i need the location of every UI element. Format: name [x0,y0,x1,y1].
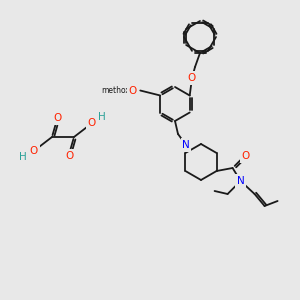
Text: O: O [65,151,73,161]
Text: N: N [182,140,190,150]
Text: O: O [53,113,61,123]
Text: O: O [188,73,196,83]
Text: methoxy: methoxy [102,86,135,95]
Text: O: O [30,146,38,156]
Text: N: N [182,140,190,150]
Text: O: O [88,118,96,128]
Text: O: O [242,151,250,161]
Text: N: N [237,176,244,186]
Text: H: H [98,112,106,122]
Text: O: O [128,85,136,95]
Text: O: O [128,85,136,95]
Text: H: H [19,152,27,162]
